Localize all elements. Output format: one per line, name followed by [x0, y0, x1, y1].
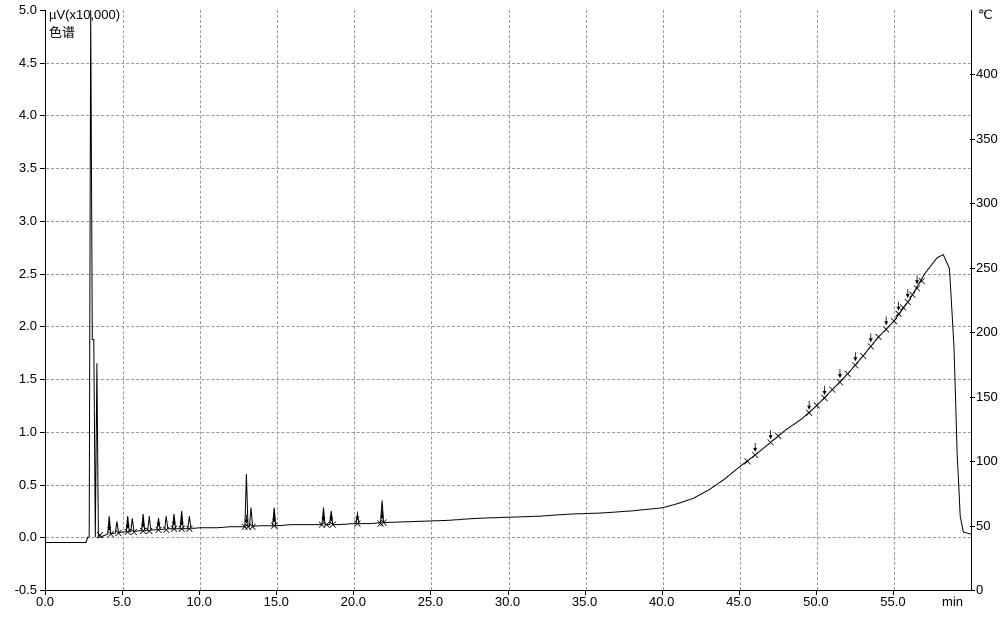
y-left-tick: 3.0 [7, 213, 37, 228]
y-right-unit: ℃ [978, 7, 993, 23]
y-right-tick: 300 [976, 195, 1000, 210]
plot-area [45, 10, 972, 591]
x-tick: 35.0 [572, 594, 597, 609]
x-tick: 30.0 [495, 594, 520, 609]
x-tick: 45.0 [726, 594, 751, 609]
y-left-tick: -0.5 [7, 582, 37, 597]
x-tick: 50.0 [803, 594, 828, 609]
x-tick: 0.0 [36, 594, 54, 609]
y-right-tick: 0 [976, 582, 1000, 597]
chromatogram-chart: -0.50.00.51.01.52.02.53.03.54.04.55.0050… [0, 0, 1000, 618]
x-tick: 40.0 [649, 594, 674, 609]
y-left-tick: 5.0 [7, 2, 37, 17]
y-right-tick: 350 [976, 131, 1000, 146]
x-tick: 20.0 [341, 594, 366, 609]
x-tick: 55.0 [880, 594, 905, 609]
y-left-tick: 1.5 [7, 371, 37, 386]
x-tick: 15.0 [264, 594, 289, 609]
y-left-tick: 2.0 [7, 318, 37, 333]
y-left-tick: 3.5 [7, 160, 37, 175]
y-left-tick: 0.5 [7, 477, 37, 492]
y-left-tick: 0.0 [7, 529, 37, 544]
y-right-tick: 200 [976, 324, 1000, 339]
series-label: 色谱 [49, 22, 75, 41]
y-left-unit: µV(x10,000) [49, 7, 120, 22]
y-left-tick: 4.0 [7, 107, 37, 122]
y-left-tick: 1.0 [7, 424, 37, 439]
x-tick: 25.0 [418, 594, 443, 609]
x-tick: 5.0 [113, 594, 131, 609]
x-unit: min [942, 594, 963, 609]
y-right-tick: 50 [976, 518, 1000, 533]
x-tick: 10.0 [187, 594, 212, 609]
y-right-tick: 250 [976, 260, 1000, 275]
y-right-tick: 400 [976, 66, 1000, 81]
y-right-tick: 150 [976, 389, 1000, 404]
y-left-tick: 4.5 [7, 55, 37, 70]
chromatogram-trace [46, 10, 971, 590]
y-right-tick: 100 [976, 453, 1000, 468]
y-left-tick: 2.5 [7, 266, 37, 281]
